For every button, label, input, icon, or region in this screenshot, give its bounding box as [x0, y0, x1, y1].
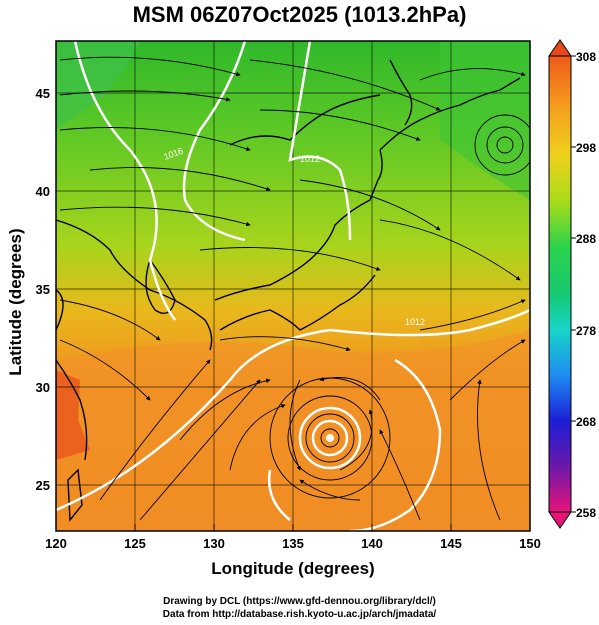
y-tick-label: 40 — [36, 184, 50, 199]
y-axis-tick-labels: 25 30 35 40 45 — [36, 86, 50, 493]
y-tick-label: 45 — [36, 86, 50, 101]
x-tick-label: 150 — [519, 536, 541, 551]
cool-region-north — [56, 41, 140, 130]
isobar-label: 1012 — [300, 154, 320, 164]
y-tick-label: 30 — [36, 380, 50, 395]
isobar-label: 1012 — [405, 317, 425, 327]
x-axis-label: Longitude (degrees) — [211, 559, 375, 578]
x-tick-label: 130 — [203, 536, 225, 551]
colorbar-tick-label: 258 — [576, 506, 596, 520]
y-axis-label: Latitude (degrees) — [6, 228, 25, 376]
colorbar-tick-label: 288 — [576, 232, 596, 246]
credit-drawing: Drawing by DCL (https://www.gfd-dennou.o… — [163, 596, 436, 607]
coastlines — [56, 59, 521, 522]
x-tick-label: 125 — [124, 536, 146, 551]
x-tick-label: 120 — [45, 536, 67, 551]
typhoon-spiral — [269, 377, 391, 499]
green-region-east — [440, 41, 530, 200]
colorbar-tick-label: 308 — [576, 50, 596, 64]
credit-data-source: Data from http://database.rish.kyoto-u.a… — [162, 609, 437, 620]
typhoon-eye — [326, 434, 334, 442]
colorbar-body — [548, 55, 572, 513]
isobars — [56, 41, 530, 531]
hot-region-china-coast — [56, 370, 90, 460]
y-tick-label: 25 — [36, 478, 50, 493]
streamlines — [59, 56, 526, 521]
colorbar-bottom-arrow — [548, 511, 572, 529]
colorbar-tick-label: 298 — [576, 141, 596, 155]
map-title: MSM 06Z07Oct2025 (1013.2hPa) — [132, 2, 467, 27]
y-tick-label: 35 — [36, 282, 50, 297]
x-tick-label: 135 — [282, 536, 304, 551]
colorbar-top-arrow — [548, 39, 572, 57]
x-axis-ticks — [55, 524, 531, 531]
cyclone-spiral-northeast — [474, 114, 530, 176]
colorbar: 308 298 288 278 268 258 — [548, 39, 596, 529]
x-tick-label: 145 — [440, 536, 462, 551]
x-axis-tick-labels: 120 125 130 135 140 145 150 — [45, 536, 541, 551]
colorbar-tick-label: 268 — [576, 415, 596, 429]
colorbar-tick-label: 278 — [576, 324, 596, 338]
x-tick-label: 140 — [361, 536, 383, 551]
